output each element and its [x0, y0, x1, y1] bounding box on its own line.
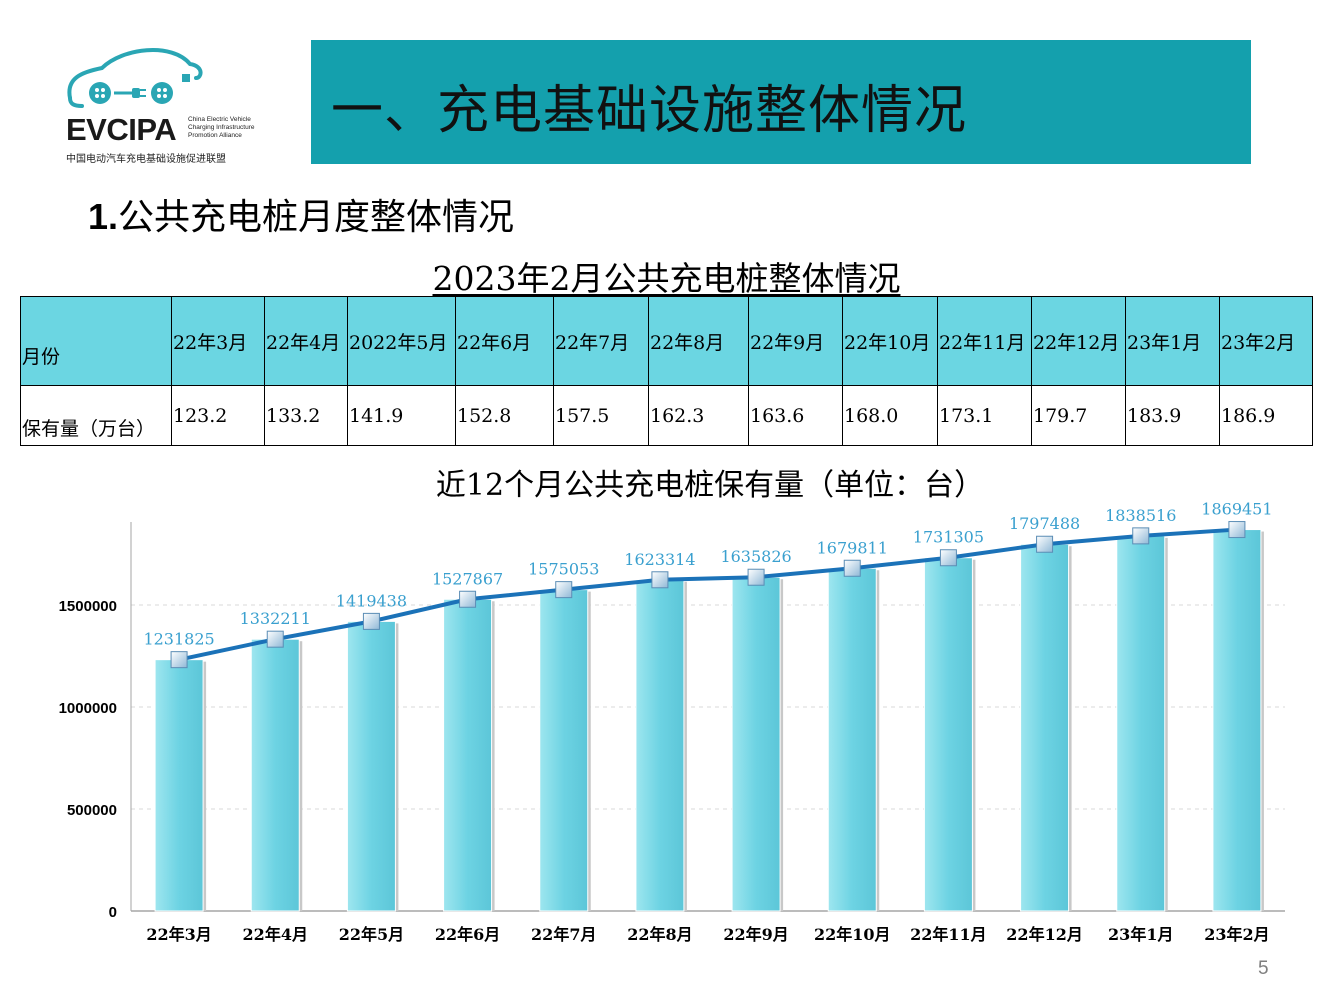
y-tick-label: 500000	[67, 802, 117, 819]
car-charging-logo-icon	[67, 48, 203, 108]
line-marker	[1228, 521, 1246, 539]
bar	[1116, 535, 1166, 912]
header-label-cell: 月份	[20, 296, 172, 386]
month-cell: 23年2月	[1219, 296, 1313, 386]
line-marker	[170, 651, 188, 669]
x-tick-label: 22年5月	[339, 925, 404, 944]
bar	[1212, 529, 1262, 912]
bar	[827, 567, 877, 912]
trend-line	[178, 527, 1238, 662]
value-cell: 157.5	[553, 385, 649, 446]
month-cell: 22年6月	[455, 296, 554, 386]
table-title: 2023年2月公共充电桩整体情况	[432, 259, 901, 298]
x-tick-label: 22年11月	[910, 925, 987, 944]
y-tick-label: 1000000	[59, 700, 117, 717]
line-marker	[266, 630, 284, 648]
value-cell: 173.1	[937, 385, 1032, 446]
value-cell: 168.0	[842, 385, 938, 446]
table-value-row: 保有量（万台） 123.2 133.2 141.9 152.8 157.5 16…	[20, 385, 1313, 446]
value-cell: 162.3	[648, 385, 749, 446]
month-cell: 22年11月	[937, 296, 1032, 386]
data-label: 1797488	[1009, 514, 1080, 533]
bar	[539, 589, 589, 912]
value-cell: 141.9	[347, 385, 456, 446]
x-tick-label: 22年10月	[814, 925, 891, 944]
table-header-row: 月份 22年3月 22年4月 2022年5月 22年6月 22年7月 22年8月…	[20, 296, 1313, 386]
data-label: 1623314	[624, 550, 695, 569]
value-cell: 186.9	[1219, 385, 1313, 446]
bar	[731, 576, 781, 912]
month-cell: 22年8月	[648, 296, 749, 386]
y-tick-label: 1500000	[59, 598, 117, 615]
line-marker	[362, 612, 380, 630]
line-marker	[651, 571, 669, 589]
line-marker	[555, 581, 573, 599]
bar	[154, 659, 204, 912]
monthly-stock-table: 月份 22年3月 22年4月 2022年5月 22年6月 22年7月 22年8月…	[20, 296, 1313, 446]
data-label: 1419438	[336, 591, 407, 610]
value-cell: 179.7	[1031, 385, 1126, 446]
bar	[923, 557, 973, 912]
section-banner: 一、充电基础设施整体情况	[311, 40, 1251, 164]
data-label: 1869451	[1201, 500, 1272, 519]
value-cell: 123.2	[171, 385, 265, 446]
month-cell: 22年7月	[553, 296, 649, 386]
logo-english-name: China Electric Vehicle Charging Infrastr…	[188, 116, 255, 139]
evcipa-logo: EVCIPA China Electric Vehicle Charging I…	[62, 38, 272, 168]
subsection-title: 1.公共充电桩月度整体情况	[88, 188, 514, 240]
line-marker	[1132, 527, 1150, 545]
line-marker	[459, 590, 477, 608]
row-label-cell: 保有量（万台）	[20, 385, 172, 446]
value-cell: 133.2	[264, 385, 348, 446]
bar	[635, 579, 685, 912]
bar	[443, 598, 493, 912]
month-cell: 22年4月	[264, 296, 348, 386]
y-tick-label: 0	[109, 904, 117, 921]
chart-title: 近12个月公共充电桩保有量（单位：台）	[435, 468, 985, 503]
logo-chinese-name: 中国电动汽车充电基础设施促进联盟	[66, 154, 226, 165]
month-cell: 22年10月	[842, 296, 938, 386]
x-tick-label: 22年9月	[723, 925, 788, 944]
data-label: 1332211	[240, 609, 311, 628]
bar	[250, 638, 300, 912]
month-cell: 2022年5月	[347, 296, 456, 386]
data-label: 1231825	[143, 630, 214, 649]
x-tick-label: 22年7月	[531, 925, 596, 944]
data-label: 1635826	[720, 547, 791, 566]
line-marker	[939, 549, 957, 567]
line-marker	[747, 568, 765, 586]
line-marker	[1036, 535, 1054, 553]
section-title: 一、充电基础设施整体情况	[331, 81, 968, 141]
month-cell: 23年1月	[1125, 296, 1220, 386]
data-label: 1731305	[913, 528, 984, 547]
data-label: 1838516	[1105, 506, 1176, 525]
value-cell: 152.8	[455, 385, 554, 446]
value-cell: 183.9	[1125, 385, 1220, 446]
x-tick-label: 22年8月	[627, 925, 692, 944]
bar	[1020, 543, 1070, 912]
logo-wordmark: EVCIPA	[66, 112, 177, 147]
x-tick-label: 22年4月	[243, 925, 308, 944]
data-label: 1679811	[817, 538, 888, 557]
value-cell: 163.6	[748, 385, 843, 446]
data-label: 1527867	[432, 569, 503, 588]
x-tick-label: 22年3月	[146, 925, 211, 944]
subsection-text: 公共充电桩月度整体情况	[118, 197, 515, 238]
subsection-number: 1.	[88, 196, 119, 237]
x-tick-label: 23年1月	[1108, 925, 1173, 944]
data-label: 1575053	[528, 560, 599, 579]
x-tick-label: 22年12月	[1006, 925, 1083, 944]
bar	[346, 620, 396, 912]
month-cell: 22年9月	[748, 296, 843, 386]
page-number: 5	[1258, 958, 1269, 979]
line-marker	[843, 559, 861, 577]
x-tick-label: 22年6月	[435, 925, 500, 944]
month-cell: 22年3月	[171, 296, 265, 386]
x-tick-label: 23年2月	[1204, 925, 1269, 944]
